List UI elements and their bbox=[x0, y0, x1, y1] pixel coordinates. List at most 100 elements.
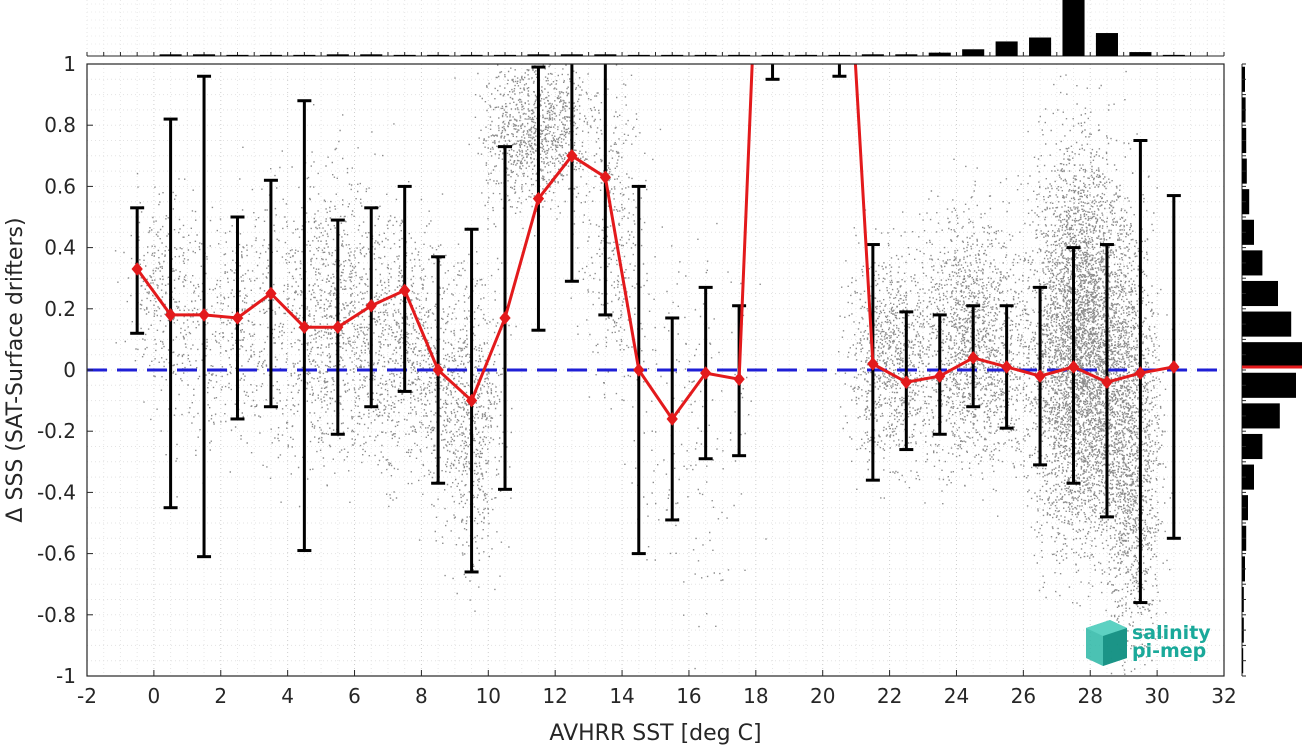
y-tick-label: -0.8 bbox=[37, 603, 76, 627]
right-histogram-bar bbox=[1242, 280, 1278, 307]
right-histogram-bar bbox=[1242, 311, 1292, 337]
median-marker bbox=[867, 357, 879, 371]
x-tick-label: 0 bbox=[148, 684, 161, 708]
right-histogram-bar bbox=[1242, 433, 1263, 460]
y-tick-label: -0.2 bbox=[37, 419, 76, 443]
right-histogram-bar bbox=[1242, 464, 1254, 490]
top-histogram-bar bbox=[360, 54, 383, 56]
top-histogram-bar bbox=[594, 54, 617, 56]
median-marker bbox=[1101, 375, 1113, 390]
error-bar bbox=[765, 64, 780, 81]
x-tick-label: 32 bbox=[1211, 684, 1236, 708]
x-tick-label: 2 bbox=[214, 684, 227, 708]
top-histogram-bar bbox=[1162, 54, 1185, 56]
top-histogram-bar bbox=[1029, 37, 1052, 56]
y-tick-label: 0.4 bbox=[44, 236, 76, 260]
x-tick-labels: -2 0 2 4 6 8 10 12 14 16 18 20 22 24 26 28 30 32 bbox=[77, 670, 1237, 708]
top-histogram-bar bbox=[661, 54, 684, 56]
logo-line2: pi-mep bbox=[1132, 640, 1206, 662]
x-tick-label: 24 bbox=[944, 684, 969, 708]
top-histogram-bar bbox=[427, 54, 450, 56]
logo-line1: salinity bbox=[1132, 622, 1211, 644]
scatter-points-path bbox=[114, 64, 1174, 675]
median-marker bbox=[465, 393, 478, 408]
x-tick-label: 6 bbox=[348, 684, 361, 708]
median-marker bbox=[365, 298, 377, 313]
median-marker bbox=[733, 372, 745, 386]
top-histogram-bar bbox=[928, 52, 951, 56]
top-histogram-bar bbox=[493, 54, 517, 56]
salinity-pi-mep-logo: salinity pi-mep bbox=[1086, 620, 1211, 666]
top-histogram-bar bbox=[460, 54, 483, 56]
error-bar bbox=[564, 64, 579, 283]
median-marker bbox=[666, 412, 678, 426]
top-histogram-bar bbox=[193, 54, 216, 56]
median-marker bbox=[566, 149, 578, 163]
right-histogram-bar bbox=[1242, 342, 1302, 368]
median-marker bbox=[633, 363, 645, 377]
right-histogram-bar bbox=[1242, 250, 1263, 276]
median-marker bbox=[298, 320, 311, 334]
top-histogram-bar bbox=[1095, 33, 1118, 56]
y-tick-label: 0.6 bbox=[44, 174, 76, 198]
median-marker bbox=[532, 191, 545, 206]
x-tick-label: 12 bbox=[542, 684, 567, 708]
top-histogram-bar bbox=[1062, 0, 1085, 56]
right-histogram-bar bbox=[1242, 372, 1296, 398]
median-marker bbox=[432, 363, 444, 377]
median-marker bbox=[265, 286, 277, 301]
top-histogram-bar bbox=[259, 54, 282, 56]
top-histogram-bar bbox=[694, 54, 717, 56]
top-histogram-bar bbox=[293, 54, 316, 56]
x-tick-label: 14 bbox=[609, 684, 634, 708]
top-histogram-bar bbox=[560, 54, 583, 56]
x-tick-label: 18 bbox=[743, 684, 768, 708]
y-axis-label: Δ SSS (SAT-Surface drifters) bbox=[3, 217, 28, 522]
x-tick-label: 20 bbox=[810, 684, 835, 708]
top-histogram-bar bbox=[326, 54, 349, 56]
x-tick-label: 16 bbox=[676, 684, 701, 708]
top-histogram-bar bbox=[895, 54, 918, 56]
y-tick-label: 0.2 bbox=[44, 297, 76, 321]
top-histogram bbox=[86, 0, 1225, 57]
top-histogram-bar bbox=[962, 49, 985, 56]
x-tick-label: 10 bbox=[476, 684, 501, 708]
top-histogram-bar bbox=[226, 54, 249, 56]
top-histogram-bar bbox=[627, 54, 650, 56]
median-marker bbox=[1000, 360, 1013, 374]
median-marker bbox=[1168, 360, 1180, 374]
top-histogram-bar bbox=[393, 54, 416, 56]
main-axes: -2 0 2 4 6 8 10 12 14 16 18 20 22 24 26 28 30 32 -1-0.8-0… bbox=[3, 52, 1237, 746]
median-marker bbox=[967, 350, 979, 365]
median-marker bbox=[499, 311, 511, 325]
median-marker bbox=[1034, 369, 1046, 383]
error-bar bbox=[832, 64, 847, 78]
top-histogram-bar bbox=[828, 54, 851, 56]
x-tick-label: 8 bbox=[415, 684, 428, 708]
x-tick-label: 26 bbox=[1011, 684, 1036, 708]
y-tick-label: 0.8 bbox=[44, 113, 76, 137]
median-marker bbox=[599, 170, 611, 185]
x-tick-label: -2 bbox=[77, 684, 97, 708]
y-tick-label: 1 bbox=[63, 52, 76, 76]
median-marker bbox=[700, 366, 712, 380]
top-histogram-bar bbox=[159, 54, 182, 56]
logo-cube-icon bbox=[1086, 620, 1127, 666]
y-tick-label: -0.6 bbox=[37, 542, 76, 566]
x-tick-label: 28 bbox=[1078, 684, 1103, 708]
x-tick-label: 4 bbox=[281, 684, 294, 708]
top-histogram-bar bbox=[995, 41, 1018, 56]
scatter-points bbox=[114, 64, 1174, 675]
top-histogram-bar bbox=[527, 54, 550, 56]
median-marker bbox=[131, 262, 143, 276]
error-bar bbox=[598, 64, 613, 317]
top-histogram-bar bbox=[794, 54, 818, 56]
median-marker bbox=[231, 311, 244, 325]
right-histogram-bar bbox=[1242, 219, 1254, 245]
median-marker bbox=[1067, 360, 1080, 374]
top-histogram-bar bbox=[728, 54, 751, 56]
median-marker bbox=[1134, 366, 1147, 380]
x-tick-label: 22 bbox=[877, 684, 902, 708]
median-marker bbox=[198, 308, 210, 322]
